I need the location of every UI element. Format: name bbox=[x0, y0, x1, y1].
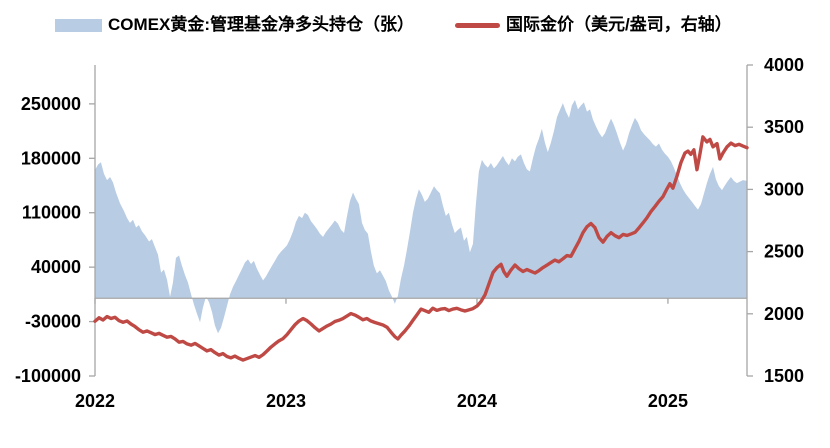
legend-item-gold-price: 国际金价（美元/盎司，右轴） bbox=[455, 16, 732, 34]
right-axis-tick-label: 2000 bbox=[764, 304, 804, 324]
legend-item-net-long: COMEX黄金:管理基金净多头持仓（张） bbox=[55, 16, 414, 34]
gold-price-line-path bbox=[93, 135, 749, 362]
x-axis-year-label: 2022 bbox=[75, 391, 115, 411]
line-series-gold-price bbox=[93, 135, 749, 362]
left-axis-tick-label: 110000 bbox=[22, 203, 81, 223]
right-axis-tick-label: 2500 bbox=[764, 242, 804, 262]
x-axis-year-label: 2024 bbox=[457, 391, 497, 411]
right-axis-tick-label: 3000 bbox=[764, 179, 804, 199]
legend-label-net-long: COMEX黄金:管理基金净多头持仓（张） bbox=[108, 15, 414, 34]
right-axis-tick-label: 4000 bbox=[764, 55, 804, 75]
x-axis-year-label: 2025 bbox=[648, 391, 688, 411]
axis-labels: -100000 -30000 40000 110000 180000 250000 1500… bbox=[15, 55, 804, 411]
area-series-net-long bbox=[95, 99, 747, 334]
right-axis-tick-label: 1500 bbox=[764, 366, 804, 386]
left-axis-tick-label: -30000 bbox=[25, 312, 81, 332]
legend-label-gold-price: 国际金价（美元/盎司，右轴） bbox=[506, 15, 732, 34]
left-axis-tick-label: -100000 bbox=[15, 366, 81, 386]
net-long-area-path bbox=[95, 99, 747, 334]
area-legend-swatch-icon bbox=[55, 18, 102, 32]
right-axis-tick-label: 3500 bbox=[764, 117, 804, 137]
x-axis-year-label: 2023 bbox=[266, 391, 306, 411]
line-legend-swatch-icon bbox=[455, 22, 500, 28]
left-axis-tick-label: 180000 bbox=[21, 148, 81, 168]
left-axis-tick-label: 250000 bbox=[21, 94, 81, 114]
axes bbox=[89, 64, 753, 377]
left-axis-tick-label: 40000 bbox=[31, 257, 81, 277]
